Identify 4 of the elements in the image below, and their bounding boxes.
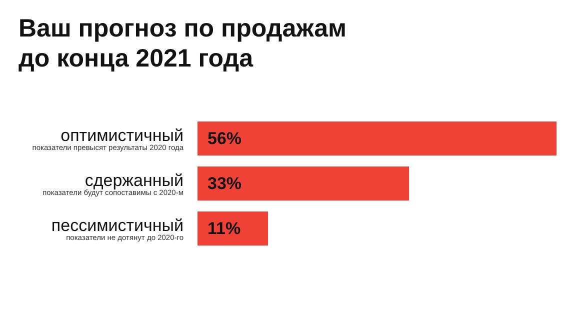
data-label: 11% <box>208 219 241 238</box>
chart-title: Ваш прогноз по продажам до конца 2021 года <box>18 14 347 72</box>
data-label: 56% <box>208 129 242 148</box>
data-label: 33% <box>208 174 242 193</box>
